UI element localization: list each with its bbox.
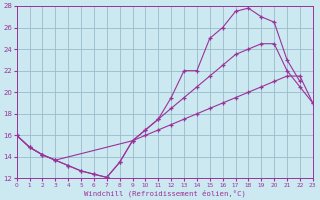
X-axis label: Windchill (Refroidissement éolien,°C): Windchill (Refroidissement éolien,°C) (84, 189, 246, 197)
